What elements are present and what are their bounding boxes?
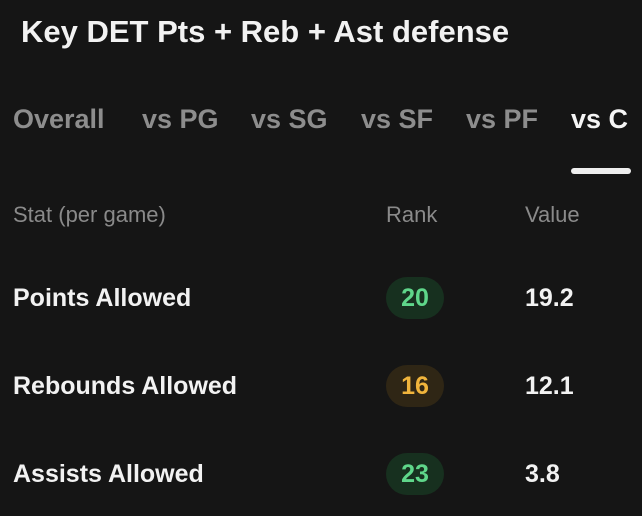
panel-title: Key DET Pts + Reb + Ast defense bbox=[21, 14, 510, 49]
tab-overall[interactable]: Overall bbox=[13, 104, 105, 134]
tab-vs-sf[interactable]: vs SF bbox=[361, 104, 434, 134]
stat-value: 3.8 bbox=[525, 460, 560, 488]
header-rank: Rank bbox=[386, 202, 438, 227]
table-row: Assists Allowed 23 3.8 bbox=[0, 446, 642, 506]
stat-label: Assists Allowed bbox=[13, 460, 204, 488]
stat-label: Points Allowed bbox=[13, 284, 192, 312]
header-value: Value bbox=[525, 202, 580, 227]
position-tabs: Overall vs PG vs SG vs SF vs PF vs C bbox=[0, 96, 642, 174]
stat-value: 12.1 bbox=[525, 372, 574, 400]
table-header: Stat (per game) Rank Value bbox=[0, 198, 642, 232]
active-tab-indicator bbox=[571, 168, 631, 174]
rank-badge: 23 bbox=[386, 453, 444, 495]
tab-vs-pg[interactable]: vs PG bbox=[142, 104, 219, 134]
stat-label: Rebounds Allowed bbox=[13, 372, 238, 400]
rank-badge: 20 bbox=[386, 277, 444, 319]
table-row: Rebounds Allowed 16 12.1 bbox=[0, 358, 642, 418]
header-stat: Stat (per game) bbox=[13, 202, 166, 227]
rank-badge: 16 bbox=[386, 365, 444, 407]
tab-vs-sg[interactable]: vs SG bbox=[251, 104, 328, 134]
tab-vs-c[interactable]: vs C bbox=[571, 104, 629, 134]
table-row: Points Allowed 20 19.2 bbox=[0, 270, 642, 330]
tab-vs-pf[interactable]: vs PF bbox=[466, 104, 539, 134]
stat-value: 19.2 bbox=[525, 284, 574, 312]
